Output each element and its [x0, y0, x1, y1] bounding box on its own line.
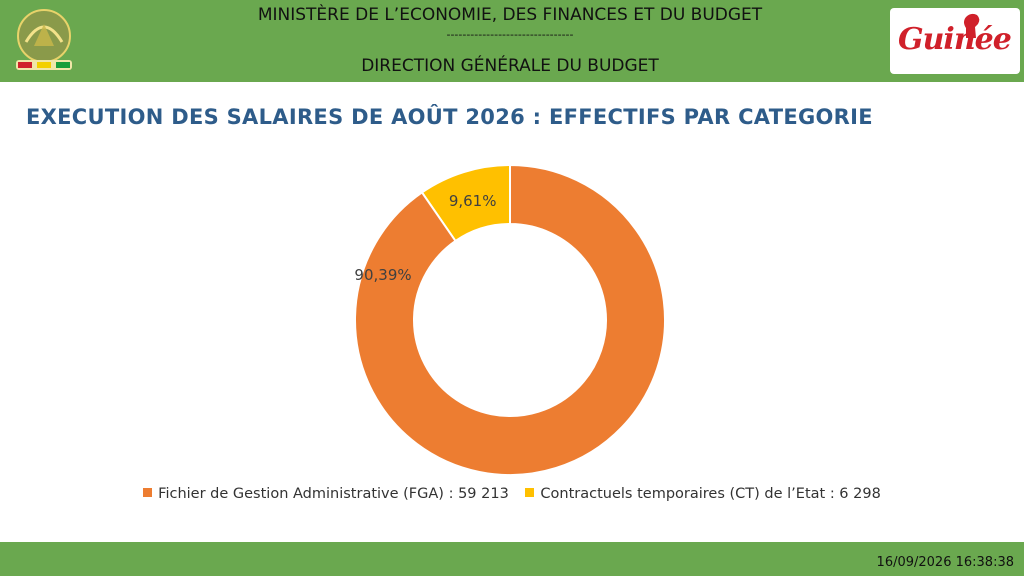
ministry-title: MINISTÈRE DE L’ECONOMIE, DES FINANCES ET… — [257, 5, 763, 25]
data-label-fga: 90,39% — [354, 266, 411, 284]
coat-of-arms-emblem — [16, 9, 72, 70]
header-separator: -------------------------------- — [446, 28, 574, 41]
slice-fga — [354, 163, 666, 476]
legend-label-ct: Contractuels temporaires (CT) de l’Etat … — [540, 486, 881, 502]
direction-title: DIRECTION GÉNÉRALE DU BUDGET — [361, 56, 659, 76]
legend-swatch-fga — [143, 488, 153, 497]
legend-label-fga: Fichier de Gestion Administrative (FGA) … — [158, 486, 509, 502]
data-label-ct: 9,61% — [449, 192, 497, 210]
legend-item-fga: Fichier de Gestion Administrative (FGA) … — [143, 486, 509, 502]
chart-legend: Fichier de Gestion Administrative (FGA) … — [0, 486, 1024, 502]
footer-bar: 16/09/2026 16:38:38 — [0, 542, 1024, 576]
timestamp: 16/09/2026 16:38:38 — [876, 555, 1014, 570]
guinee-logo: Guinée — [890, 8, 1020, 74]
donut-chart: 9,61% 90,39% — [354, 163, 666, 476]
page-title: EXECUTION DES SALAIRES DE AOÛT 2026 : EF… — [26, 105, 873, 129]
head-silhouette-icon — [964, 13, 980, 38]
legend-item-ct: Contractuels temporaires (CT) de l’Etat … — [525, 486, 881, 502]
logo-text: Guinée — [898, 22, 1012, 57]
legend-swatch-ct — [525, 488, 535, 497]
header-bar: MINISTÈRE DE L’ECONOMIE, DES FINANCES ET… — [0, 0, 1024, 82]
